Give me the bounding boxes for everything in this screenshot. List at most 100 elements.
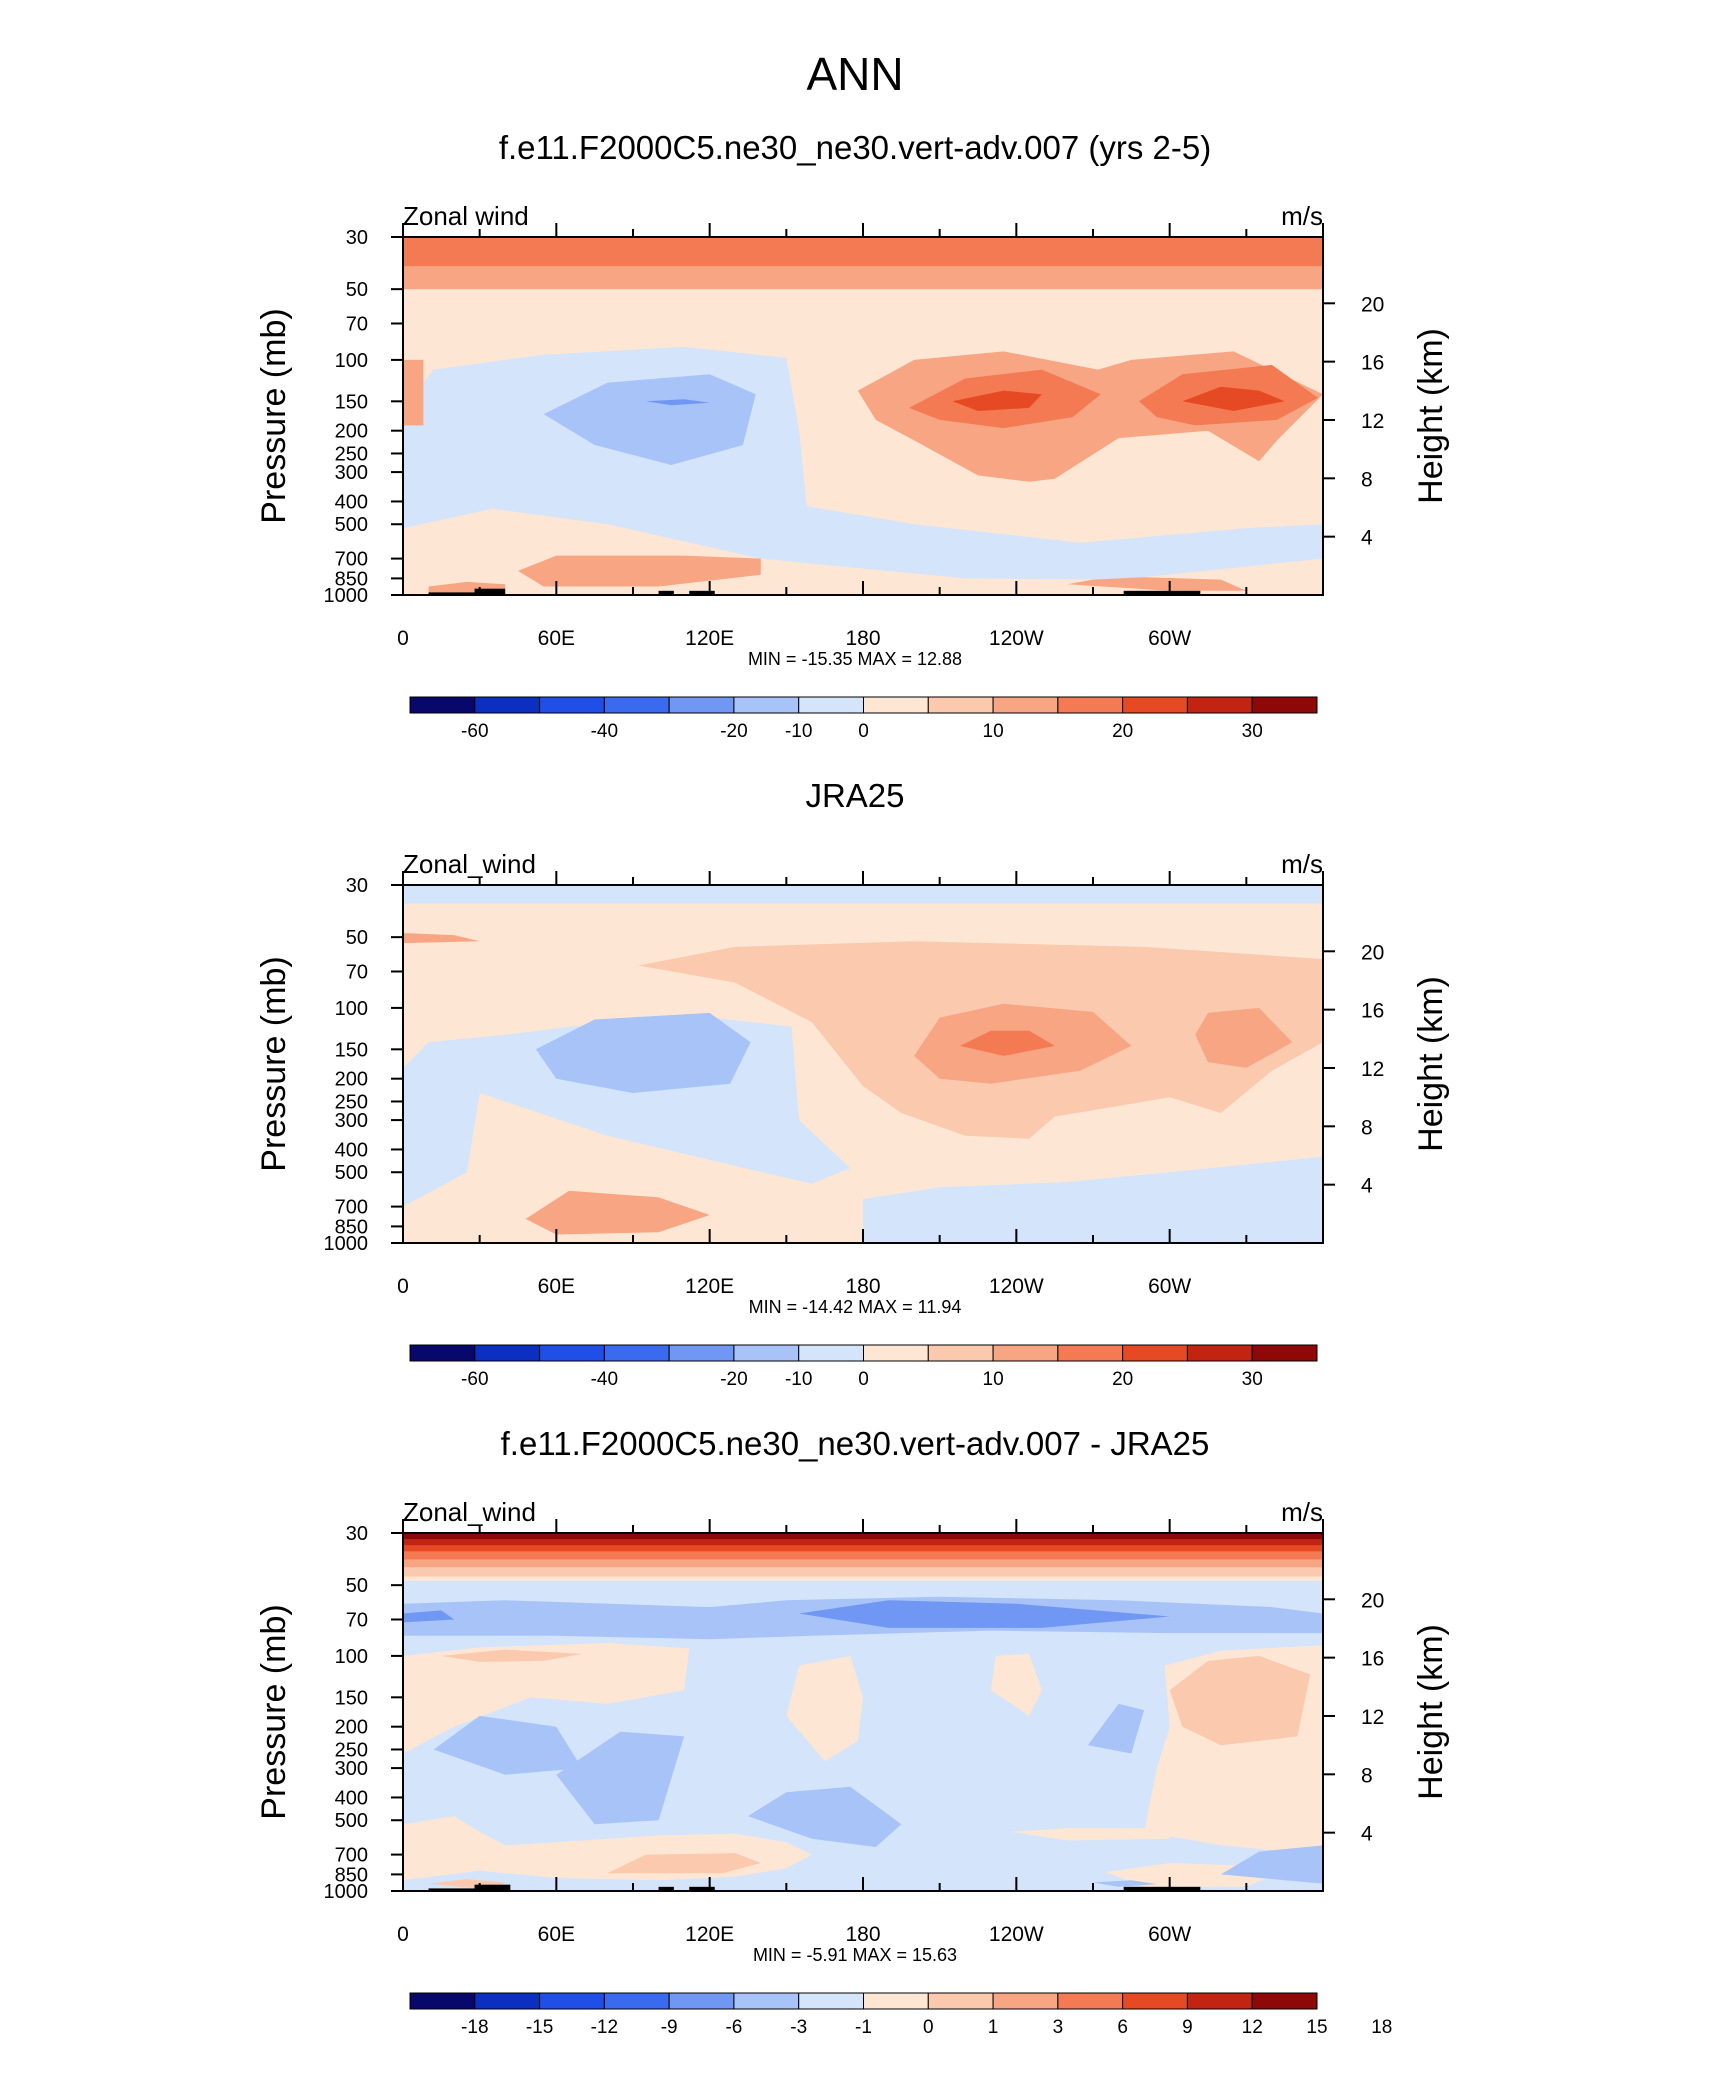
height-tick-label: 16 xyxy=(1361,1648,1384,1671)
y-axis-title: Pressure (mb) xyxy=(255,1604,293,1819)
height-tick-label: 20 xyxy=(1361,941,1384,964)
contour-region xyxy=(863,1156,1323,1243)
contour-region xyxy=(1169,1655,1311,1746)
colorbar-box xyxy=(927,696,994,714)
colorbar-box xyxy=(1122,1992,1188,2010)
contour-region xyxy=(433,1715,582,1775)
y-tick-label: 700 xyxy=(335,549,368,571)
colorbar-box xyxy=(603,696,670,714)
colorbar-box xyxy=(474,1992,541,2010)
colorbar-box xyxy=(1251,1344,1318,1362)
units-label: m/s xyxy=(1281,201,1323,231)
colorbar-box xyxy=(1057,696,1124,714)
height-tick-label: 12 xyxy=(1361,1706,1384,1729)
colorbar-label: -10 xyxy=(785,1369,812,1390)
contour-region xyxy=(403,1545,1323,1552)
y-axis-title: Pressure (mb) xyxy=(255,308,293,523)
y-tick-label: 500 xyxy=(335,1162,368,1184)
height-tick-label: 4 xyxy=(1361,527,1373,550)
colorbar-label: 18 xyxy=(1371,2017,1392,2038)
min-max-stats: MIN = -5.91 MAX = 15.63 xyxy=(753,1945,957,1965)
y-tick-label: 1000 xyxy=(324,1233,369,1255)
colorbar-label: -6 xyxy=(725,2017,742,2038)
colorbar-label: -12 xyxy=(591,2017,618,2038)
colorbar-label: 20 xyxy=(1112,1369,1133,1390)
colorbar-label: -1 xyxy=(855,2017,872,2038)
contour-region xyxy=(543,374,756,465)
colorbar-label: 3 xyxy=(1053,2017,1064,2038)
colorbar-label: 30 xyxy=(1242,1369,1263,1390)
contour-region xyxy=(403,885,1323,904)
contour-region xyxy=(952,390,1042,411)
units-label: m/s xyxy=(1281,1497,1323,1527)
y-tick-label: 200 xyxy=(335,1069,368,1091)
y-tick-label: 700 xyxy=(335,1197,368,1219)
colorbar-box xyxy=(798,1992,865,2010)
colorbar-box xyxy=(863,1992,929,2010)
x-tick-label: 0 xyxy=(397,627,409,650)
height-tick-label: 8 xyxy=(1361,1764,1373,1787)
contour-region xyxy=(403,1551,1323,1560)
contour-region xyxy=(1011,1828,1170,1841)
colorbar-box xyxy=(668,696,735,714)
y-tick-label: 250 xyxy=(335,1739,368,1761)
x-tick-label: 180 xyxy=(845,1275,880,1298)
x-tick-label: 120E xyxy=(685,1275,734,1298)
contour-region xyxy=(1220,1845,1323,1884)
contour-region xyxy=(535,1012,751,1093)
y-tick-label: 100 xyxy=(335,1646,368,1668)
colorbar-box xyxy=(863,1344,929,1362)
contour-region xyxy=(960,1030,1055,1056)
y-tick-label: 1000 xyxy=(324,585,369,607)
colorbar-label: 20 xyxy=(1112,721,1133,742)
y-tick-label: 100 xyxy=(335,998,368,1020)
colorbar-label: 1 xyxy=(988,2017,999,2038)
colorbar-box xyxy=(1186,1992,1253,2010)
colorbar-label: 12 xyxy=(1242,2017,1263,2038)
x-tick-label: 120W xyxy=(989,1923,1044,1946)
contour-region xyxy=(1093,1880,1157,1887)
colorbar-label: -9 xyxy=(661,2017,678,2038)
variable-label: Zonal_wind xyxy=(403,1497,536,1527)
y-tick-label: 500 xyxy=(335,1810,368,1832)
x-tick-label: 60E xyxy=(538,1923,575,1946)
panel-title: JRA25 xyxy=(805,777,904,814)
y-tick-label: 200 xyxy=(335,1717,368,1739)
contour-region xyxy=(403,1567,1323,1577)
colorbar-label: 15 xyxy=(1306,2017,1327,2038)
colorbar-label: 10 xyxy=(983,1369,1004,1390)
y-tick-label: 850 xyxy=(335,1864,368,1886)
contour-region xyxy=(748,1786,902,1847)
colorbar-label: 9 xyxy=(1182,2017,1193,2038)
y-axis-title: Pressure (mb) xyxy=(255,956,293,1171)
y-tick-label: 150 xyxy=(335,1039,368,1061)
x-tick-label: 180 xyxy=(845,627,880,650)
land-mask xyxy=(689,1886,715,1891)
colorbar-box xyxy=(733,1344,800,1362)
y-tick-label: 400 xyxy=(335,491,368,513)
y-tick-label: 250 xyxy=(335,1091,368,1113)
land-mask xyxy=(428,1888,480,1891)
variable-label: Zonal wind xyxy=(403,201,529,231)
panel-2: JRA25 Zonal_wind m/s 0 60E 120E 180 120W 60W 30 50… xyxy=(255,777,1450,1390)
height-tick-label: 12 xyxy=(1361,410,1384,433)
land-mask xyxy=(658,590,674,595)
contour-region xyxy=(403,1642,690,1754)
colorbar-label: 0 xyxy=(923,2017,934,2038)
x-tick-label: 120W xyxy=(989,1275,1044,1298)
colorbar-box xyxy=(798,1344,865,1362)
x-tick-label: 60W xyxy=(1148,627,1191,650)
y-tick-label: 70 xyxy=(346,314,368,336)
contour-region xyxy=(645,399,710,406)
colorbar-box xyxy=(539,1344,605,1362)
height-tick-label: 20 xyxy=(1361,1589,1384,1612)
colorbar-box xyxy=(1057,1344,1124,1362)
x-tick-label: 60W xyxy=(1148,1923,1191,1946)
y-tick-label: 300 xyxy=(335,462,368,484)
colorbar-label: 6 xyxy=(1117,2017,1128,2038)
colorbar-box xyxy=(539,696,605,714)
height-tick-label: 4 xyxy=(1361,1175,1373,1198)
figure-title: ANN xyxy=(806,48,903,100)
